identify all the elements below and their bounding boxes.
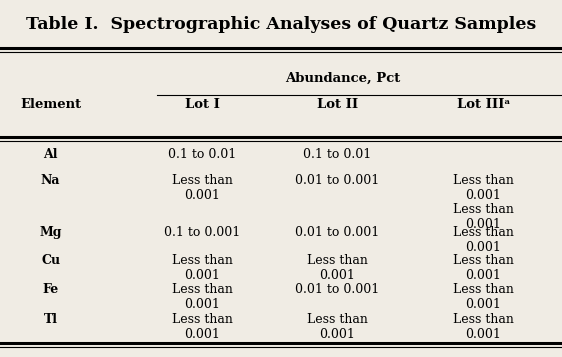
Text: Lot II: Lot II — [316, 98, 358, 111]
Text: Table I.  Spectrographic Analyses of Quartz Samples: Table I. Spectrographic Analyses of Quar… — [26, 16, 536, 33]
Text: Less than
0.001: Less than 0.001 — [453, 174, 514, 202]
Text: Na: Na — [41, 174, 60, 187]
Text: Less than
0.001: Less than 0.001 — [453, 203, 514, 231]
Text: Lot I: Lot I — [185, 98, 220, 111]
Text: Element: Element — [20, 98, 81, 111]
Text: Al: Al — [43, 148, 58, 161]
Text: Lot IIIᵃ: Lot IIIᵃ — [456, 98, 510, 111]
Text: Less than
0.001: Less than 0.001 — [307, 313, 368, 341]
Text: Cu: Cu — [41, 254, 60, 267]
Text: Tl: Tl — [44, 313, 57, 326]
Text: Less than
0.001: Less than 0.001 — [172, 174, 233, 202]
Text: Mg: Mg — [39, 226, 62, 239]
Text: Less than
0.001: Less than 0.001 — [172, 313, 233, 341]
Text: Less than
0.001: Less than 0.001 — [307, 254, 368, 282]
Text: Less than
0.001: Less than 0.001 — [453, 313, 514, 341]
Text: Less than
0.001: Less than 0.001 — [453, 226, 514, 254]
Text: 0.01 to 0.001: 0.01 to 0.001 — [295, 283, 379, 296]
Text: 0.01 to 0.001: 0.01 to 0.001 — [295, 226, 379, 239]
Text: Fe: Fe — [43, 283, 58, 296]
Text: Less than
0.001: Less than 0.001 — [453, 254, 514, 282]
Text: Less than
0.001: Less than 0.001 — [172, 283, 233, 311]
Text: 0.1 to 0.01: 0.1 to 0.01 — [303, 148, 371, 161]
Text: Less than
0.001: Less than 0.001 — [453, 283, 514, 311]
Text: 0.1 to 0.001: 0.1 to 0.001 — [164, 226, 241, 239]
Text: 0.1 to 0.01: 0.1 to 0.01 — [168, 148, 237, 161]
Text: 0.01 to 0.001: 0.01 to 0.001 — [295, 174, 379, 187]
Text: Abundance, Pct: Abundance, Pct — [285, 71, 401, 84]
Text: Less than
0.001: Less than 0.001 — [172, 254, 233, 282]
